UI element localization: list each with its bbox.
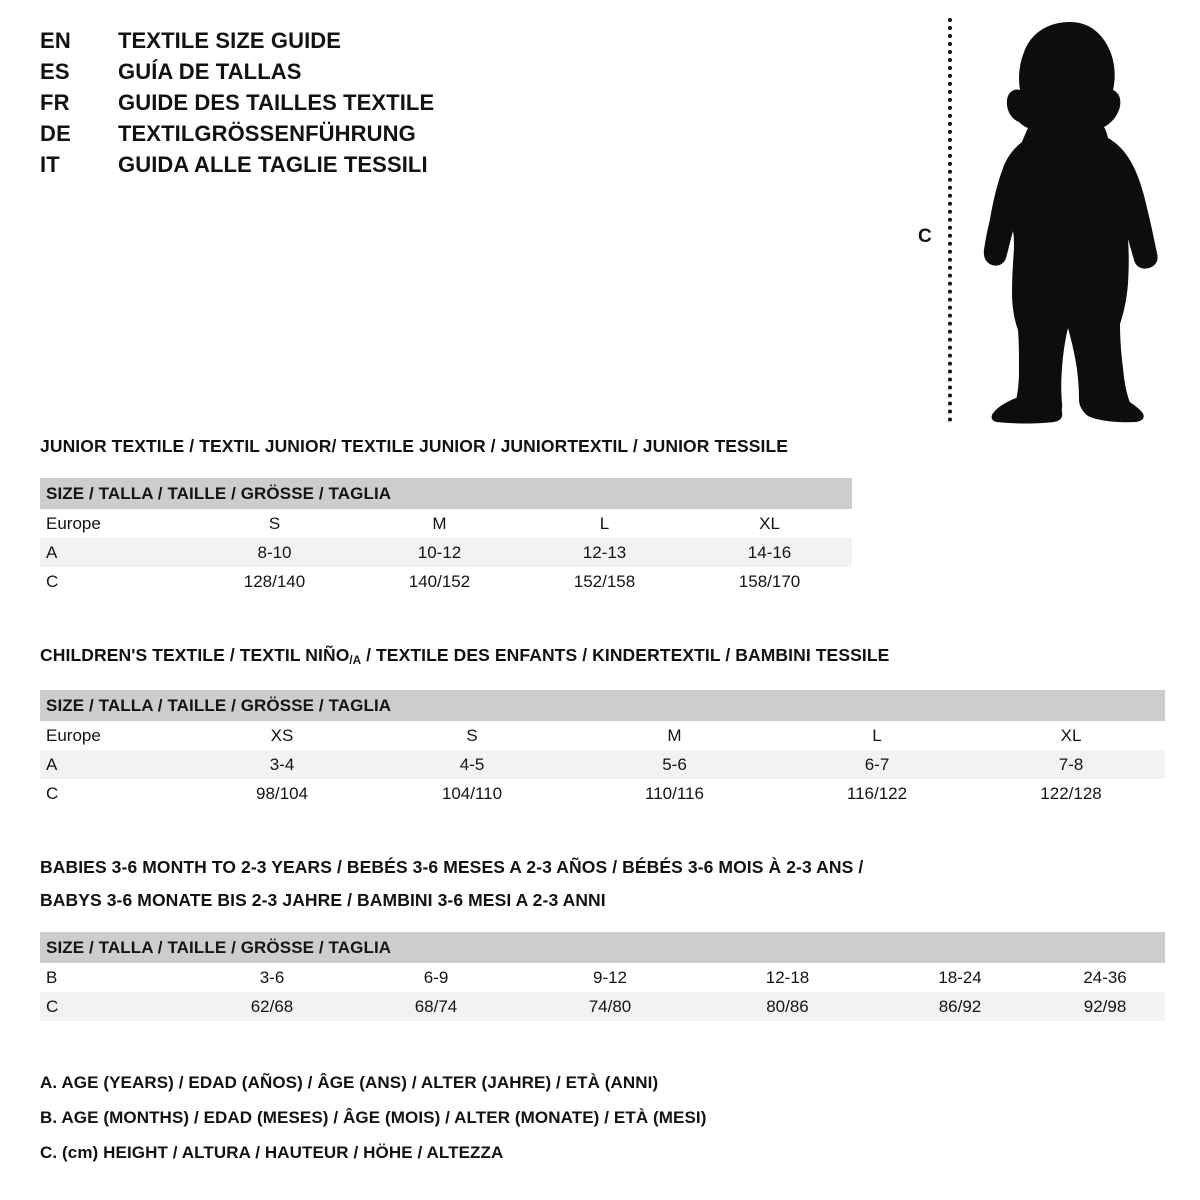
children-cell-c-3: 110/116 — [572, 779, 777, 808]
language-row-de: DE TEXTILGRÖSSENFÜHRUNG — [40, 121, 580, 152]
height-measure-label: C — [918, 226, 932, 247]
junior-row-label-c: C — [40, 567, 192, 596]
babies-table-band-row: SIZE / TALLA / TAILLE / GRÖSSE / TAGLIA — [40, 932, 1166, 963]
section-junior-title: JUNIOR TEXTILE / TEXTIL JUNIOR/ TEXTILE … — [40, 436, 789, 456]
table-row: C 98/104 104/110 110/116 116/122 122/128 — [40, 779, 1166, 808]
junior-cell-europe-1: S — [192, 509, 357, 538]
language-title-fr: GUIDE DES TAILLES TEXTILE — [118, 90, 435, 115]
babies-cell-b-2: 6-9 — [352, 963, 520, 992]
junior-cell-c-4: 158/170 — [687, 567, 853, 596]
table-row: Europe XS S M L XL — [40, 721, 1166, 750]
children-cell-europe-1: XS — [192, 721, 372, 750]
legend-line-b: B. AGE (MONTHS) / EDAD (MESES) / ÂGE (MO… — [40, 1108, 707, 1127]
language-title-de: TEXTILGRÖSSENFÜHRUNG — [118, 121, 416, 146]
language-title-it: GUIDA ALLE TAGLIE TESSILI — [118, 152, 428, 177]
children-row-label-c: C — [40, 779, 192, 808]
junior-cell-europe-4: XL — [687, 509, 853, 538]
children-cell-europe-2: S — [372, 721, 572, 750]
children-cell-europe-4: L — [777, 721, 977, 750]
language-code-en: EN — [40, 28, 71, 53]
table-row: A 8-10 10-12 12-13 14-16 — [40, 538, 853, 567]
legend-line-a: A. AGE (YEARS) / EDAD (AÑOS) / ÂGE (ANS)… — [40, 1073, 659, 1092]
junior-cell-europe-3: L — [522, 509, 687, 538]
children-cell-c-5: 122/128 — [977, 779, 1166, 808]
children-row-label-europe: Europe — [40, 721, 192, 750]
height-dotted-line — [948, 18, 952, 422]
junior-row-label-a: A — [40, 538, 192, 567]
children-cell-c-4: 116/122 — [777, 779, 977, 808]
children-table-band-row: SIZE / TALLA / TAILLE / GRÖSSE / TAGLIA — [40, 690, 1166, 721]
section-children: CHILDREN'S TEXTILE / TEXTIL NIÑO/A / TEX… — [40, 641, 1166, 808]
babies-cell-c-6: 92/98 — [1045, 992, 1166, 1021]
babies-row-label-c: C — [40, 992, 192, 1021]
language-title-en: TEXTILE SIZE GUIDE — [118, 28, 342, 53]
language-row-es: ES GUÍA DE TALLAS — [40, 59, 580, 90]
language-row-fr: FR GUIDE DES TAILLES TEXTILE — [40, 90, 580, 121]
children-band-label: SIZE / TALLA / TAILLE / GRÖSSE / TAGLIA — [40, 690, 1166, 721]
children-cell-c-1: 98/104 — [192, 779, 372, 808]
babies-cell-c-1: 62/68 — [192, 992, 352, 1021]
section-junior: JUNIOR TEXTILE / TEXTIL JUNIOR/ TEXTILE … — [40, 432, 853, 596]
babies-size-table: SIZE / TALLA / TAILLE / GRÖSSE / TAGLIA … — [40, 932, 1166, 1021]
language-title-block: EN TEXTILE SIZE GUIDE ES GUÍA DE TALLAS … — [40, 28, 580, 183]
children-cell-europe-3: M — [572, 721, 777, 750]
children-cell-a-2: 4-5 — [372, 750, 572, 779]
table-row: C 62/68 68/74 74/80 80/86 86/92 92/98 — [40, 992, 1166, 1021]
children-cell-a-1: 3-4 — [192, 750, 372, 779]
children-row-label-a: A — [40, 750, 192, 779]
language-code-es: ES — [40, 59, 70, 84]
section-children-title-part2: / TEXTILE DES ENFANTS / KINDERTEXTIL / B… — [361, 645, 890, 665]
section-children-title: CHILDREN'S TEXTILE / TEXTIL NIÑO/A / TEX… — [40, 641, 1165, 673]
language-code-it: IT — [40, 152, 60, 177]
children-cell-a-4: 6-7 — [777, 750, 977, 779]
children-cell-c-2: 104/110 — [372, 779, 572, 808]
babies-cell-c-2: 68/74 — [352, 992, 520, 1021]
section-children-title-part1: CHILDREN'S TEXTILE / TEXTIL NIÑO — [40, 645, 350, 665]
junior-cell-a-1: 8-10 — [192, 538, 357, 567]
children-size-table: SIZE / TALLA / TAILLE / GRÖSSE / TAGLIA … — [40, 690, 1166, 808]
babies-cell-b-4: 12-18 — [700, 963, 875, 992]
children-cell-a-5: 7-8 — [977, 750, 1166, 779]
junior-size-table: SIZE / TALLA / TAILLE / GRÖSSE / TAGLIA … — [40, 478, 853, 596]
child-silhouette-icon — [970, 20, 1170, 425]
section-babies-title-line2: BABYS 3-6 MONATE BIS 2-3 JAHRE / BAMBINI… — [40, 890, 606, 910]
language-row-it: IT GUIDA ALLE TAGLIE TESSILI — [40, 152, 580, 183]
babies-row-label-b: B — [40, 963, 192, 992]
language-title-es: GUÍA DE TALLAS — [118, 59, 302, 84]
section-babies-title-line1: BABIES 3-6 MONTH TO 2-3 YEARS / BEBÉS 3-… — [40, 857, 864, 877]
legend-line-c: C. (cm) HEIGHT / ALTURA / HAUTEUR / HÖHE… — [40, 1143, 504, 1162]
babies-cell-b-5: 18-24 — [875, 963, 1045, 992]
table-row: Europe S M L XL — [40, 509, 853, 538]
junior-cell-a-4: 14-16 — [687, 538, 853, 567]
table-row: C 128/140 140/152 152/158 158/170 — [40, 567, 853, 596]
children-cell-europe-5: XL — [977, 721, 1166, 750]
babies-band-label: SIZE / TALLA / TAILLE / GRÖSSE / TAGLIA — [40, 932, 1166, 963]
junior-cell-a-2: 10-12 — [357, 538, 522, 567]
babies-cell-b-6: 24-36 — [1045, 963, 1166, 992]
junior-cell-c-3: 152/158 — [522, 567, 687, 596]
junior-row-label-europe: Europe — [40, 509, 192, 538]
junior-band-label: SIZE / TALLA / TAILLE / GRÖSSE / TAGLIA — [40, 478, 853, 509]
language-code-de: DE — [40, 121, 71, 146]
junior-table-band-row: SIZE / TALLA / TAILLE / GRÖSSE / TAGLIA — [40, 478, 853, 509]
children-cell-a-3: 5-6 — [572, 750, 777, 779]
language-row-en: EN TEXTILE SIZE GUIDE — [40, 28, 580, 59]
table-row: B 3-6 6-9 9-12 12-18 18-24 24-36 — [40, 963, 1166, 992]
table-row: A 3-4 4-5 5-6 6-7 7-8 — [40, 750, 1166, 779]
language-code-fr: FR — [40, 90, 70, 115]
legend-block: A. AGE (YEARS) / EDAD (AÑOS) / ÂGE (ANS)… — [40, 1065, 707, 1170]
height-measure-figure: C — [900, 10, 1190, 430]
babies-cell-c-4: 80/86 — [700, 992, 875, 1021]
junior-cell-a-3: 12-13 — [522, 538, 687, 567]
junior-cell-c-1: 128/140 — [192, 567, 357, 596]
section-babies: BABIES 3-6 MONTH TO 2-3 YEARS / BEBÉS 3-… — [40, 853, 1166, 1021]
babies-cell-c-3: 74/80 — [520, 992, 700, 1021]
junior-cell-c-2: 140/152 — [357, 567, 522, 596]
babies-cell-c-5: 86/92 — [875, 992, 1045, 1021]
junior-cell-europe-2: M — [357, 509, 522, 538]
babies-cell-b-3: 9-12 — [520, 963, 700, 992]
section-children-title-sub: /A — [349, 655, 362, 667]
babies-cell-b-1: 3-6 — [192, 963, 352, 992]
